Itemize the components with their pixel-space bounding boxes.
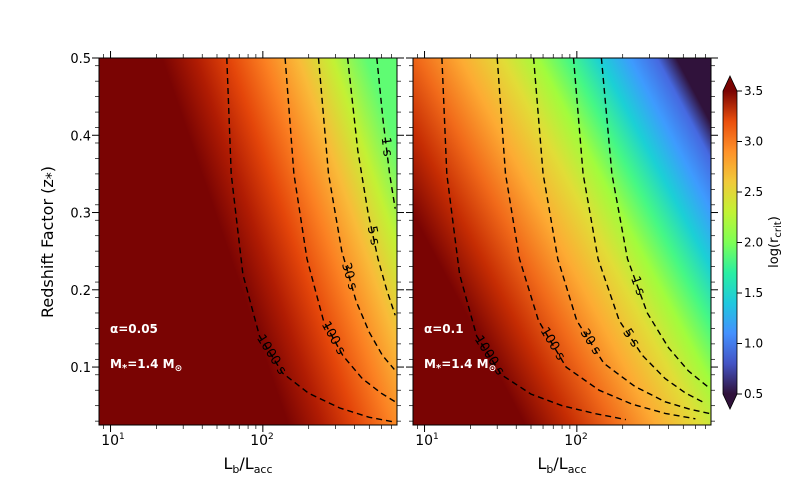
colorbar-gradient [723,91,737,394]
contour-line [600,58,710,389]
contour-label: 5 s [364,225,383,247]
colorbar-ticks: 0.5 1.0 1.5 2.0 2.5 3.0 3.5 [737,84,763,401]
y-tick-label: 0.1 [70,361,91,376]
x-axis-label-left: Lb/Lacc [223,454,272,476]
panel-right-mass-label: M*=1.4 M⊙ [424,357,496,374]
colorbar-label: log(rcrit) [767,216,784,268]
x-tick-label: 101 [101,432,125,449]
y-tick-label: 0.4 [70,129,91,144]
colorbar-tick-label: 3.0 [744,135,763,149]
panel-left-mass-label: M*=1.4 M⊙ [110,357,182,374]
contour-label: 30 s [338,261,360,292]
y-tick-label: 0.3 [70,207,91,222]
x-tick-labels-right: 101 102 [415,432,588,449]
colorbar-tick-label: 1.0 [744,337,763,351]
contour-line [226,58,394,423]
panel-left-alpha-label: α=0.05 [110,322,158,336]
panel-right-heatmap [413,58,711,425]
y-tick-label: 0.5 [70,52,91,67]
contour-line [572,58,706,405]
colorbar-tick-label: 3.5 [744,84,763,98]
x-tick-label: 101 [415,432,439,449]
contour-line [496,58,696,420]
contour-label: 1 s [627,274,648,297]
colorbar-tick-label: 1.5 [744,286,763,300]
x-axis-label-right: Lb/Lacc [537,454,586,476]
colorbar-tick-label: 2.0 [744,236,763,250]
contour-line [376,58,396,209]
x-tick-label: 102 [564,432,588,449]
colorbar-extend-max [723,76,737,91]
colorbar-extend-min [723,394,737,409]
contour-label: 1 s [378,136,395,157]
contour-line [284,58,396,403]
panel-left-heatmap [99,58,397,425]
contour-line [532,58,710,415]
colorbar: 0.5 1.0 1.5 2.0 2.5 3.0 3.5 log(rcrit) [722,75,784,410]
panel-right-alpha-label: α=0.1 [424,322,464,336]
x-tick-labels-left: 101 102 [101,432,274,449]
y-tick-label: 0.2 [70,284,91,299]
x-tick-label: 102 [250,432,274,449]
colorbar-tick-label: 0.5 [744,387,763,401]
y-tick-labels: 0.1 0.2 0.3 0.4 0.5 [70,52,91,376]
axis-ticks [92,51,718,432]
y-axis-label: Redshift Factor (z*) [38,166,60,318]
colorbar-tick-label: 2.5 [744,185,763,199]
